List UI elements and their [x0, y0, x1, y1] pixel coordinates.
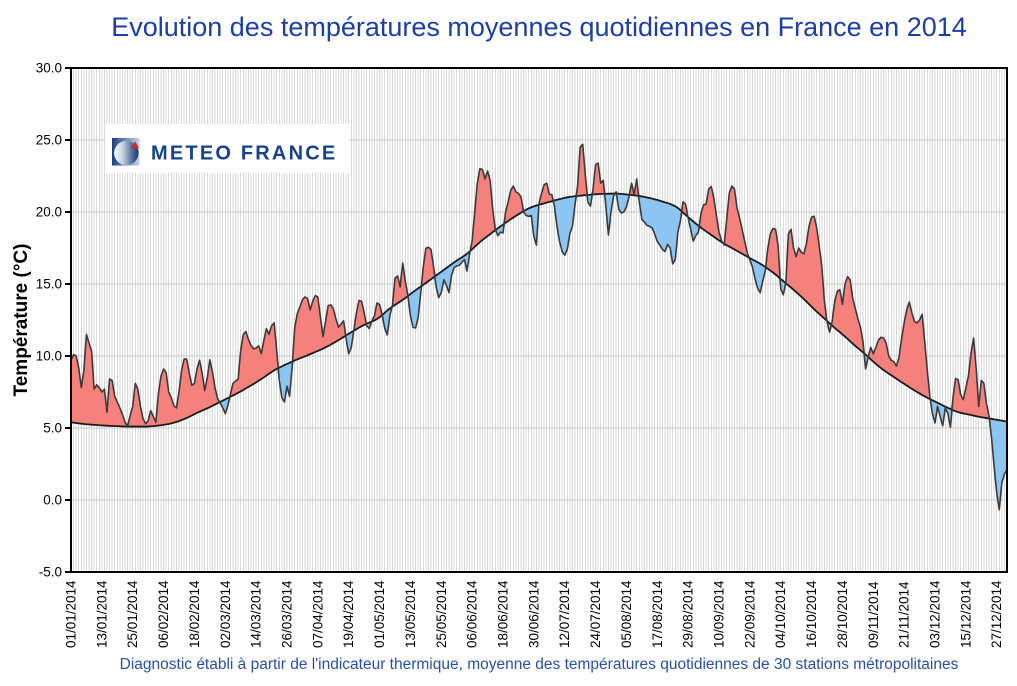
x-tick-label: 06/02/2014	[156, 580, 171, 648]
x-tick-label: 09/11/2014	[866, 581, 881, 648]
x-tick-label: 12/07/2014	[557, 580, 572, 648]
x-tick-label: 07/04/2014	[310, 580, 325, 648]
plot-frame	[70, 67, 1008, 573]
y-tick-label: 25.0	[36, 133, 62, 148]
x-tick-label: 29/08/2014	[681, 580, 696, 648]
x-tick-label: 18/06/2014	[496, 580, 511, 648]
y-axis: 30.0 25.0 20.0 15.0 10.0 5.0 0.0 -5.0	[36, 61, 71, 580]
y-tick-label: 20.0	[36, 205, 62, 220]
x-tick-label: 04/10/2014	[773, 580, 788, 648]
x-tick-label: 28/10/2014	[835, 580, 850, 648]
meteo-france-logo: METEO FRANCE	[105, 124, 349, 173]
y-tick-marks	[65, 67, 71, 573]
y-tick-label: 10.0	[36, 349, 62, 364]
daily-temperature-curve	[70, 143, 1008, 511]
x-tick-label: 15/12/2014	[958, 580, 973, 648]
temperature-gridlines	[71, 139, 1007, 501]
logo-background	[105, 124, 349, 173]
x-tick-label: 02/03/2014	[218, 580, 233, 648]
x-tick-label: 16/10/2014	[804, 580, 819, 648]
y-tick-label: 30.0	[36, 61, 62, 76]
x-tick-label: 17/08/2014	[650, 580, 665, 648]
x-tick-label: 25/05/2014	[434, 580, 449, 648]
x-tick-label: 13/01/2014	[94, 580, 109, 648]
x-tick-label: 30/06/2014	[526, 580, 541, 648]
x-tick-label: 19/04/2014	[341, 580, 356, 648]
x-tick-label: 18/02/2014	[187, 580, 202, 648]
y-tick-label: 15.0	[36, 277, 62, 292]
x-tick-label: 05/08/2014	[619, 580, 634, 648]
x-tick-label: 01/01/2014	[64, 580, 79, 648]
x-tick-label: 27/12/2014	[989, 580, 1004, 648]
logo-text: METEO FRANCE	[151, 143, 337, 165]
y-tick-label: -5.0	[39, 565, 62, 580]
x-tick-label: 24/07/2014	[588, 580, 603, 648]
y-axis-title: Température (°C)	[11, 244, 32, 397]
x-axis: 01/01/2014 13/01/2014 25/01/2014 06/02/2014…	[64, 580, 1005, 648]
x-tick-label: 10/09/2014	[712, 580, 727, 648]
x-tick-label: 26/03/2014	[280, 580, 295, 648]
x-tick-label: 01/05/2014	[372, 580, 387, 648]
x-tick-label: 06/06/2014	[465, 580, 480, 648]
x-tick-label: 25/01/2014	[125, 580, 140, 648]
y-tick-label: 0.0	[43, 493, 62, 508]
chart-title: Evolution des températures moyennes quot…	[111, 12, 967, 42]
logo-red-triangle	[130, 141, 139, 148]
x-tick-label: 14/03/2014	[249, 580, 264, 648]
x-tick-label: 13/05/2014	[403, 580, 418, 648]
y-tick-label: 5.0	[43, 421, 62, 436]
x-tick-label: 03/12/2014	[928, 580, 943, 648]
x-tick-label: 22/09/2014	[742, 580, 757, 648]
x-tick-label: 21/11/2014	[897, 581, 912, 648]
chart-caption: Diagnostic établi à partir de l'indicate…	[119, 656, 959, 673]
